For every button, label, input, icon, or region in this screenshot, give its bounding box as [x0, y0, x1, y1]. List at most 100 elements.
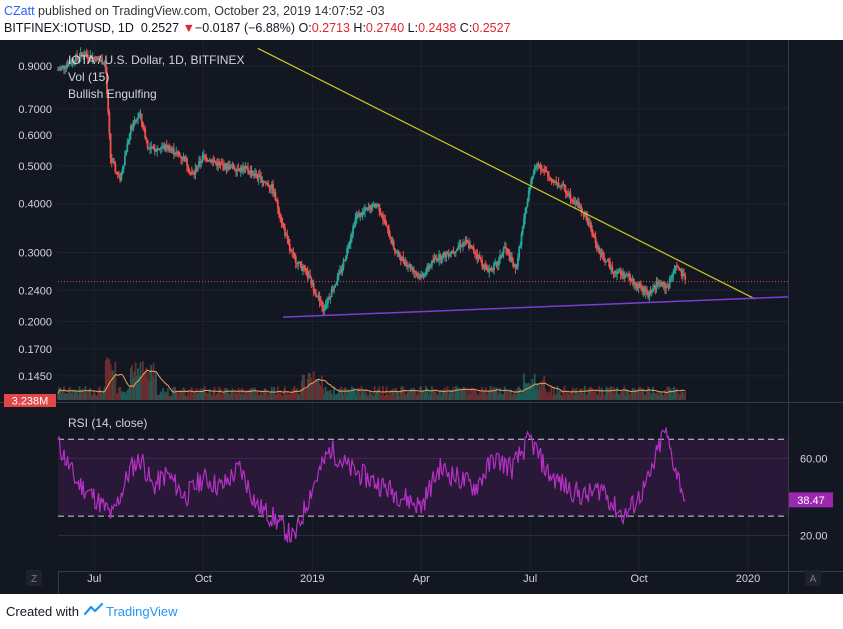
- tradingview-link[interactable]: TradingView: [106, 604, 178, 619]
- candle-body: [110, 157, 113, 163]
- volume-bar: [544, 388, 547, 400]
- volume-bar: [135, 375, 138, 400]
- volume-bar: [444, 387, 446, 400]
- volume-bar: [537, 389, 540, 400]
- volume-bar: [109, 364, 112, 400]
- volume-bar: [306, 378, 309, 400]
- volume-bar: [619, 392, 622, 400]
- time-axis[interactable]: Jul Oct 2019 Apr Jul Oct 2020: [87, 573, 760, 585]
- rsi-tick-label: 60.00: [800, 453, 828, 465]
- candle-body: [573, 200, 576, 204]
- price-tick-label: 0.3000: [18, 248, 52, 260]
- volume-bar: [95, 395, 98, 400]
- candle-body: [531, 176, 534, 181]
- candle-body: [264, 182, 267, 184]
- volume-bar: [158, 394, 161, 400]
- auto-scale-button[interactable]: [805, 570, 821, 586]
- volume-bar: [384, 395, 387, 400]
- candle-body: [398, 252, 401, 258]
- volume-bar: [124, 391, 126, 400]
- candle-body: [464, 239, 467, 243]
- candle-body: [259, 174, 261, 177]
- volume-bar: [542, 379, 544, 400]
- volume-bar: [392, 391, 395, 400]
- volume-bar: [333, 386, 335, 400]
- candle-body: [453, 251, 456, 253]
- candle-body: [205, 156, 208, 161]
- volume-bar: [253, 395, 255, 400]
- volume-bar: [669, 389, 672, 400]
- volume-bar: [178, 390, 181, 400]
- candle-body: [476, 254, 479, 259]
- candle-body: [642, 287, 645, 292]
- volume-bar: [313, 382, 316, 400]
- time-tick-label: 2020: [736, 573, 760, 585]
- volume-bar: [660, 392, 663, 400]
- candle-body: [91, 56, 94, 60]
- volume-bar: [557, 393, 560, 400]
- volume-bar: [316, 379, 319, 400]
- candle-body: [285, 234, 288, 236]
- volume-bar: [463, 386, 466, 400]
- rsi-value-badge: [789, 492, 833, 508]
- volume-bar: [201, 387, 204, 400]
- candle-body: [446, 253, 449, 255]
- candle-body: [667, 286, 670, 288]
- volume-bar: [672, 387, 675, 400]
- candle-body: [469, 245, 472, 249]
- high-label: H:: [353, 21, 366, 35]
- volume-bar: [180, 389, 182, 400]
- volume-bar: [315, 378, 317, 400]
- volume-bar: [595, 395, 598, 400]
- candle-body: [168, 145, 171, 152]
- volume-bar: [523, 373, 525, 400]
- candle-body: [336, 275, 339, 283]
- candle-body: [383, 219, 386, 221]
- footer: Created with: [0, 594, 843, 629]
- candle-body: [561, 184, 564, 187]
- volume-bar: [358, 388, 360, 400]
- candle-body: [349, 237, 352, 244]
- volume-bar: [667, 386, 670, 400]
- volume-bar: [600, 387, 603, 400]
- candle-body: [663, 284, 666, 289]
- volume-bar: [662, 395, 665, 400]
- rsi-axis[interactable]: 60.00 20.00: [800, 453, 828, 542]
- resistance-trendline[interactable]: [257, 47, 756, 300]
- price-axis[interactable]: 0.9000 0.7000 0.6000 0.5000 0.4000 0.3000 0.24…: [18, 61, 52, 383]
- volume-bar: [641, 392, 644, 400]
- candle-body: [641, 288, 644, 292]
- candle-body: [152, 146, 155, 149]
- z-button[interactable]: [26, 570, 42, 586]
- volume-bar: [422, 390, 425, 400]
- chart-area[interactable]: 0.9000 0.7000 0.6000 0.5000 0.4000 0.3000 0.24…: [0, 40, 843, 594]
- support-trendline[interactable]: [283, 296, 789, 318]
- candle-body: [125, 152, 127, 156]
- author-link[interactable]: CZatt: [4, 4, 35, 18]
- candle-body: [330, 289, 333, 297]
- candle-body: [165, 144, 168, 149]
- candle-body: [324, 304, 327, 309]
- volume-bar: [343, 387, 346, 400]
- candles[interactable]: [57, 47, 687, 316]
- price-tick-label: 0.6000: [18, 130, 52, 142]
- volume-bar: [419, 386, 421, 400]
- candle-body: [188, 169, 191, 172]
- volume-bar: [495, 387, 498, 400]
- candle-body: [545, 170, 548, 173]
- volume-bar: [113, 375, 116, 400]
- candle-body: [448, 254, 451, 257]
- volume-bar: [327, 390, 329, 400]
- candle-body: [409, 264, 412, 270]
- price-tick-label: 0.5000: [18, 161, 52, 173]
- volume-bar: [564, 394, 567, 400]
- candle-body: [316, 296, 319, 298]
- volume-bar: [577, 394, 580, 400]
- candle-body: [385, 224, 388, 226]
- volume-bar: [646, 389, 648, 400]
- candle-body: [592, 234, 595, 236]
- volume-bar: [165, 393, 168, 400]
- candle-body: [512, 261, 515, 267]
- candle-body: [96, 56, 99, 59]
- candle-body: [189, 171, 192, 173]
